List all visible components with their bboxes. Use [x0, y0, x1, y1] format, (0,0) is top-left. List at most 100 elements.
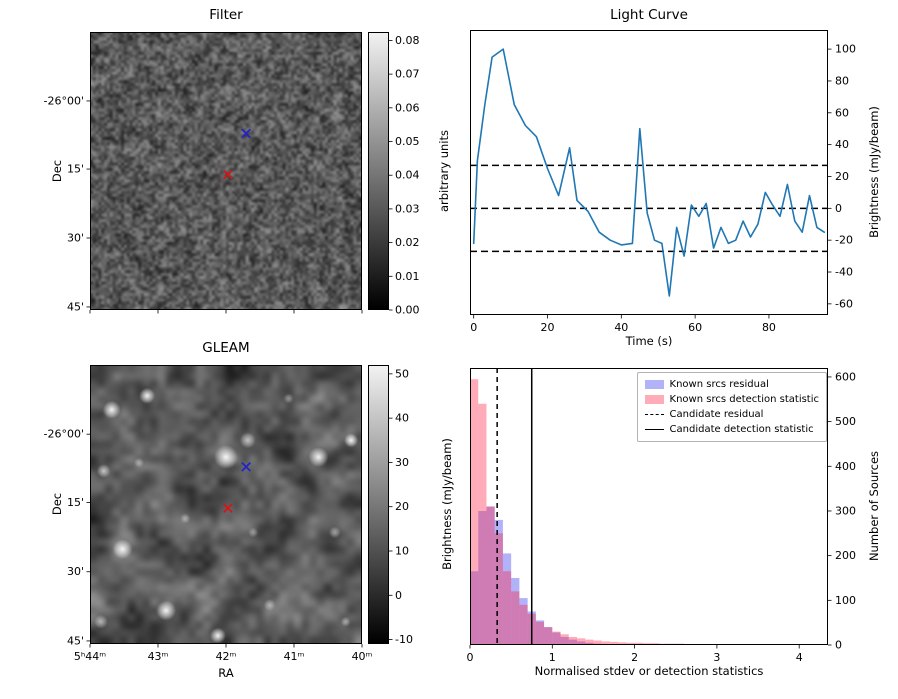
lightcurve-title: Light Curve	[610, 7, 688, 23]
colorbar-tick-label: 0.05	[395, 135, 420, 148]
y-tick-label: 400	[835, 460, 856, 473]
histogram-bar	[478, 403, 487, 645]
x-tick-label: 42ᵐ	[216, 650, 237, 663]
x-tick-label: 0	[467, 651, 474, 664]
histogram-bar	[494, 519, 503, 645]
filter-colorbar	[368, 32, 389, 310]
histogram-bar	[618, 642, 627, 645]
colorbar-tick-label: 0.07	[395, 68, 420, 81]
filter-title: Filter	[209, 7, 243, 23]
y-tick-label: 500	[835, 415, 856, 428]
x-tick-label: 0	[470, 321, 477, 334]
gleam-ylabel: Dec	[50, 492, 64, 516]
colorbar-tick-label: 0.02	[395, 236, 420, 249]
histogram-ylabel: Number of Sources	[867, 450, 881, 562]
histogram-bar	[593, 640, 602, 645]
axes-frame	[90, 32, 362, 310]
colorbar-tick-label: 0	[395, 589, 402, 602]
histogram-bar	[486, 506, 495, 645]
y-tick-label: 30'	[67, 565, 84, 578]
y-tick-label: 0	[835, 639, 842, 652]
y-tick-label: -40	[835, 266, 853, 279]
legend-label: Candidate residual	[669, 409, 764, 420]
axes-frame	[470, 368, 828, 645]
legend-item: Candidate detection statistic	[644, 422, 819, 437]
red-cross-marker	[223, 503, 233, 513]
y-tick-label: 15'	[67, 163, 84, 176]
y-tick-label: 30'	[67, 231, 84, 244]
colorbar-tick-label: 20	[395, 500, 409, 513]
histogram-bar	[502, 553, 512, 645]
histogram-bar	[535, 620, 545, 645]
histogram-bar	[511, 591, 520, 645]
x-tick-label: 5ʰ44ᵐ	[74, 650, 106, 663]
y-tick-label: 15'	[67, 496, 84, 509]
histogram-bar	[552, 632, 561, 645]
histogram-bar	[585, 639, 594, 645]
y-tick-label: 80	[835, 74, 849, 87]
x-tick-label: 4	[796, 651, 803, 664]
histogram-xlabel: Normalised stdev or detection statistics	[534, 664, 764, 678]
y-tick-label: 200	[835, 549, 856, 562]
filter-ylabel: Dec	[50, 159, 64, 183]
colorbar-tick-label: 0.08	[395, 34, 420, 47]
legend-item: Known srcs detection statistic	[644, 392, 819, 407]
histogram-bar	[519, 598, 528, 645]
colorbar-tick-label: -10	[395, 633, 413, 646]
gleam-title: GLEAM	[202, 340, 250, 356]
blue-cross-marker	[241, 128, 251, 139]
colorbar-tick-label: 0.06	[395, 101, 420, 114]
legend-item: Known srcs residual	[644, 377, 819, 392]
colorbar-tick-label: 50	[395, 367, 409, 380]
legend-item: Candidate residual	[644, 407, 819, 422]
gleam-colorbar	[368, 365, 389, 644]
x-tick-label: 20	[541, 321, 555, 334]
histogram-bar	[494, 533, 503, 645]
lightcurve-xlabel: Time (s)	[625, 334, 673, 348]
histogram-bar	[535, 621, 545, 645]
y-tick-label: 20	[835, 170, 849, 183]
legend-label: Candidate detection statistic	[669, 424, 814, 435]
colorbar-tick-label: 0.01	[395, 270, 420, 283]
histogram-bar	[609, 641, 619, 645]
y-tick-label: -60	[835, 297, 853, 310]
x-tick-label: 1	[549, 651, 556, 664]
legend-dashed-line	[644, 414, 664, 415]
histogram-bar	[470, 379, 479, 645]
histogram-bar	[576, 641, 586, 645]
y-tick-label: -20	[835, 234, 853, 247]
histogram-bar	[560, 636, 569, 645]
filter-image	[90, 32, 362, 310]
x-tick-label: 40	[614, 321, 628, 334]
histogram-bar	[626, 642, 635, 645]
histogram-bar	[568, 636, 577, 645]
colorbar-tick-label: 0.03	[395, 202, 420, 215]
y-tick-label: -26°00'	[44, 94, 85, 107]
histogram-bar	[552, 631, 561, 645]
histogram-bar	[544, 627, 553, 645]
histogram-bar	[568, 639, 577, 645]
histogram-bar	[470, 571, 479, 645]
y-tick-label: 45'	[67, 300, 84, 313]
histogram-bar	[560, 634, 569, 645]
y-tick-label: 300	[835, 504, 856, 517]
y-tick-label: 100	[835, 43, 856, 56]
legend-swatch	[644, 380, 664, 389]
colorbar-tick-label: 30	[395, 456, 409, 469]
histogram-bar	[502, 571, 512, 645]
histogram-bar	[519, 604, 528, 645]
x-tick-label: 80	[762, 321, 776, 334]
x-tick-label: 40ᵐ	[352, 650, 373, 663]
blue-cross-marker	[241, 462, 251, 472]
histogram-bar	[544, 627, 553, 645]
histogram-bar	[601, 641, 610, 645]
x-tick-label: 2	[631, 651, 638, 664]
legend-solid-line	[644, 429, 664, 430]
colorbar-tick-label: 40	[395, 412, 409, 425]
y-tick-label: 100	[835, 594, 856, 607]
x-tick-label: 41ᵐ	[284, 650, 305, 663]
histogram-bar	[576, 638, 586, 645]
y-tick-label: -26°00'	[44, 428, 85, 441]
y-tick-label: 60	[835, 106, 849, 119]
